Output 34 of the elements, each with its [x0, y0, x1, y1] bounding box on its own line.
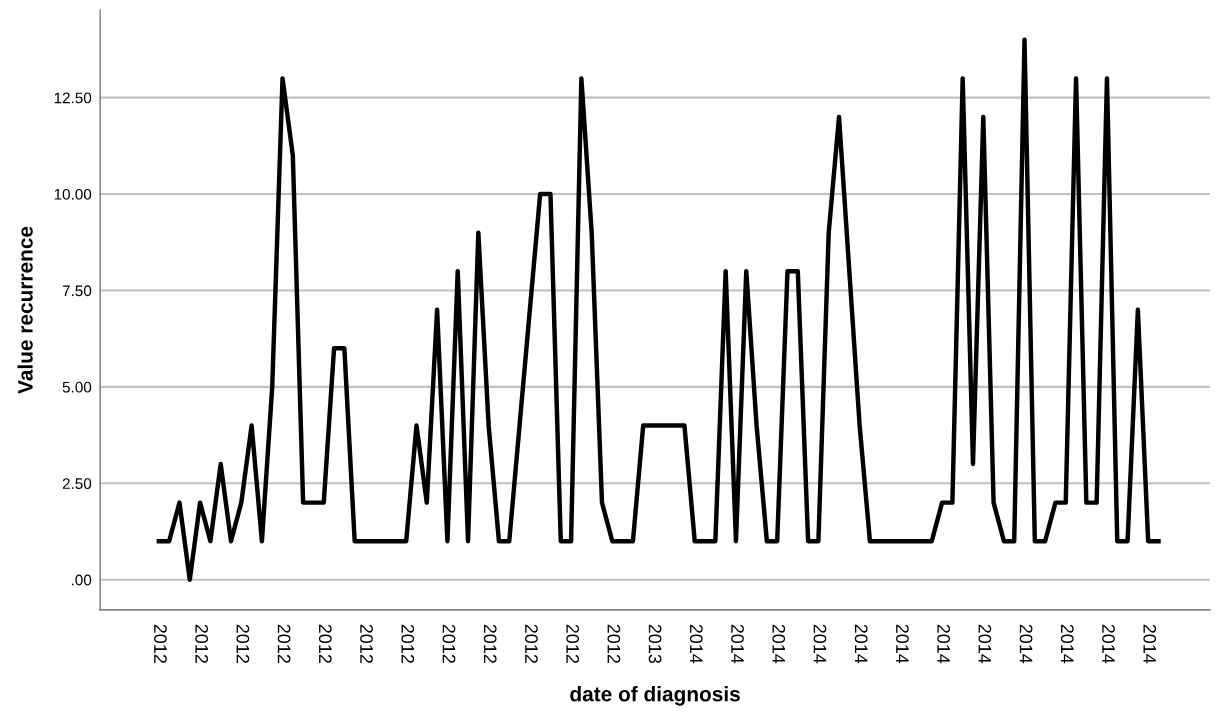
y-axis-title: Value recurrence	[17, 226, 33, 394]
x-tick-label: 2012	[607, 624, 621, 663]
x-tick-label: 2012	[360, 624, 373, 663]
y-tick-label: 10.00	[54, 188, 92, 200]
y-tick-label: 5.00	[62, 381, 92, 393]
y-tick-label: 2.50	[62, 478, 92, 490]
x-tick-label: 2012	[195, 624, 209, 663]
x-tick-label: 2014	[978, 624, 992, 664]
x-tick-label: 2014	[1102, 624, 1115, 664]
x-tick-label: 2012	[318, 624, 332, 663]
x-tick-label: 2012	[277, 624, 291, 663]
x-tick-label: 2014	[1019, 624, 1033, 664]
y-tick-label: .00	[71, 574, 92, 586]
x-tick-label: 2012	[236, 624, 250, 663]
x-tick-label: 2013	[648, 624, 662, 664]
x-tick-label: 2014	[731, 624, 744, 664]
x-tick-label: 2014	[813, 624, 827, 664]
x-tick-label: 2012	[154, 624, 167, 663]
y-tick-label: 7.50	[62, 285, 92, 297]
x-tick-label: 2012	[525, 624, 538, 663]
x-tick-label: 2012	[401, 624, 415, 663]
x-tick-label: 2012	[442, 624, 456, 663]
y-tick-label: 12.50	[54, 92, 92, 104]
x-tick-label: 2012	[566, 624, 580, 663]
x-tick-label: 2014	[1060, 624, 1074, 664]
x-tick-label: 2014	[854, 624, 868, 664]
x-tick-label: 2014	[896, 624, 909, 664]
line-series	[156, 37, 1161, 582]
x-tick-label: 2014	[1143, 624, 1157, 664]
x-tick-label: 2014	[772, 624, 786, 664]
x-tick-label: 2012	[483, 624, 497, 663]
x-tick-label: 2014	[689, 624, 703, 664]
x-axis-title: date of diagnosis	[570, 686, 740, 706]
x-tick-label: 2014	[937, 624, 951, 664]
